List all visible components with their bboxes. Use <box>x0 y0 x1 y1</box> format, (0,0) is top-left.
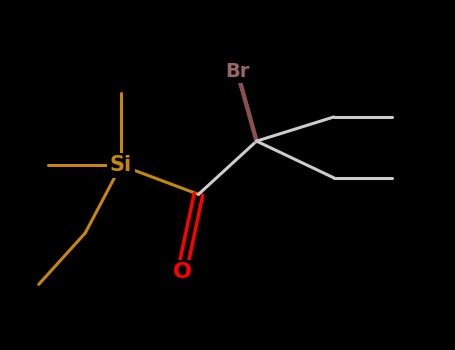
Text: Si: Si <box>110 155 132 175</box>
Text: O: O <box>172 262 192 282</box>
Text: Br: Br <box>225 62 249 81</box>
